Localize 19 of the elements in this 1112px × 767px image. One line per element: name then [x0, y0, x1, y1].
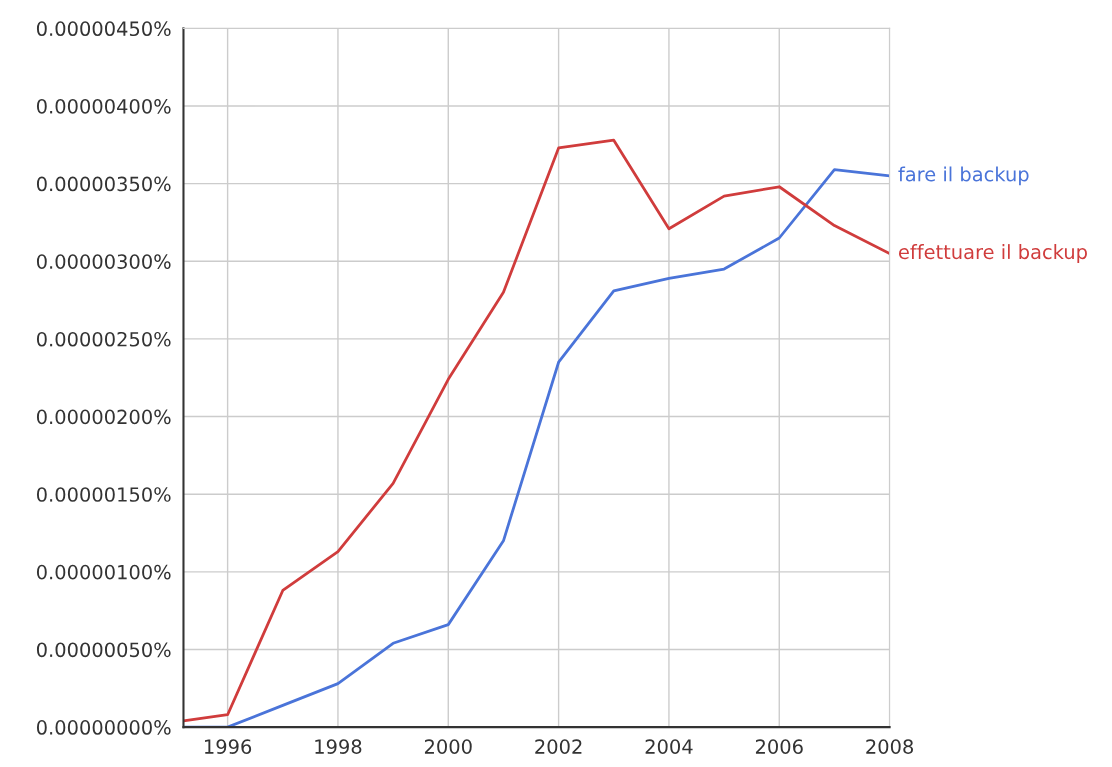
y-tick-label: 0.00000400%: [36, 98, 171, 114]
x-tick-label: 2000: [424, 739, 472, 754]
x-tick-label: 2006: [755, 739, 803, 754]
series-label: fare il backup: [898, 166, 1029, 186]
y-tick-label: 0.00000300%: [36, 254, 171, 269]
x-tick-label: 2004: [645, 739, 693, 754]
y-tick-label: 0.00000000%: [36, 720, 171, 735]
series-label: effettuare il backup: [899, 244, 1087, 263]
y-tick-label: 0.00000250%: [36, 331, 171, 347]
x-tick-label: 2008: [866, 739, 914, 754]
x-tick-label: 1996: [205, 739, 252, 754]
y-tick-label: 0.00000200%: [36, 409, 171, 425]
y-tick-label: 0.00000450%: [36, 21, 171, 37]
x-tick-label: 1998: [315, 739, 362, 754]
y-tick-label: 0.00000100%: [36, 564, 171, 580]
y-tick-label: 0.00000050%: [36, 642, 171, 658]
y-tick-label: 0.00000150%: [36, 487, 171, 502]
x-tick-label: 2002: [535, 739, 582, 754]
y-tick-label: 0.00000350%: [36, 176, 171, 192]
